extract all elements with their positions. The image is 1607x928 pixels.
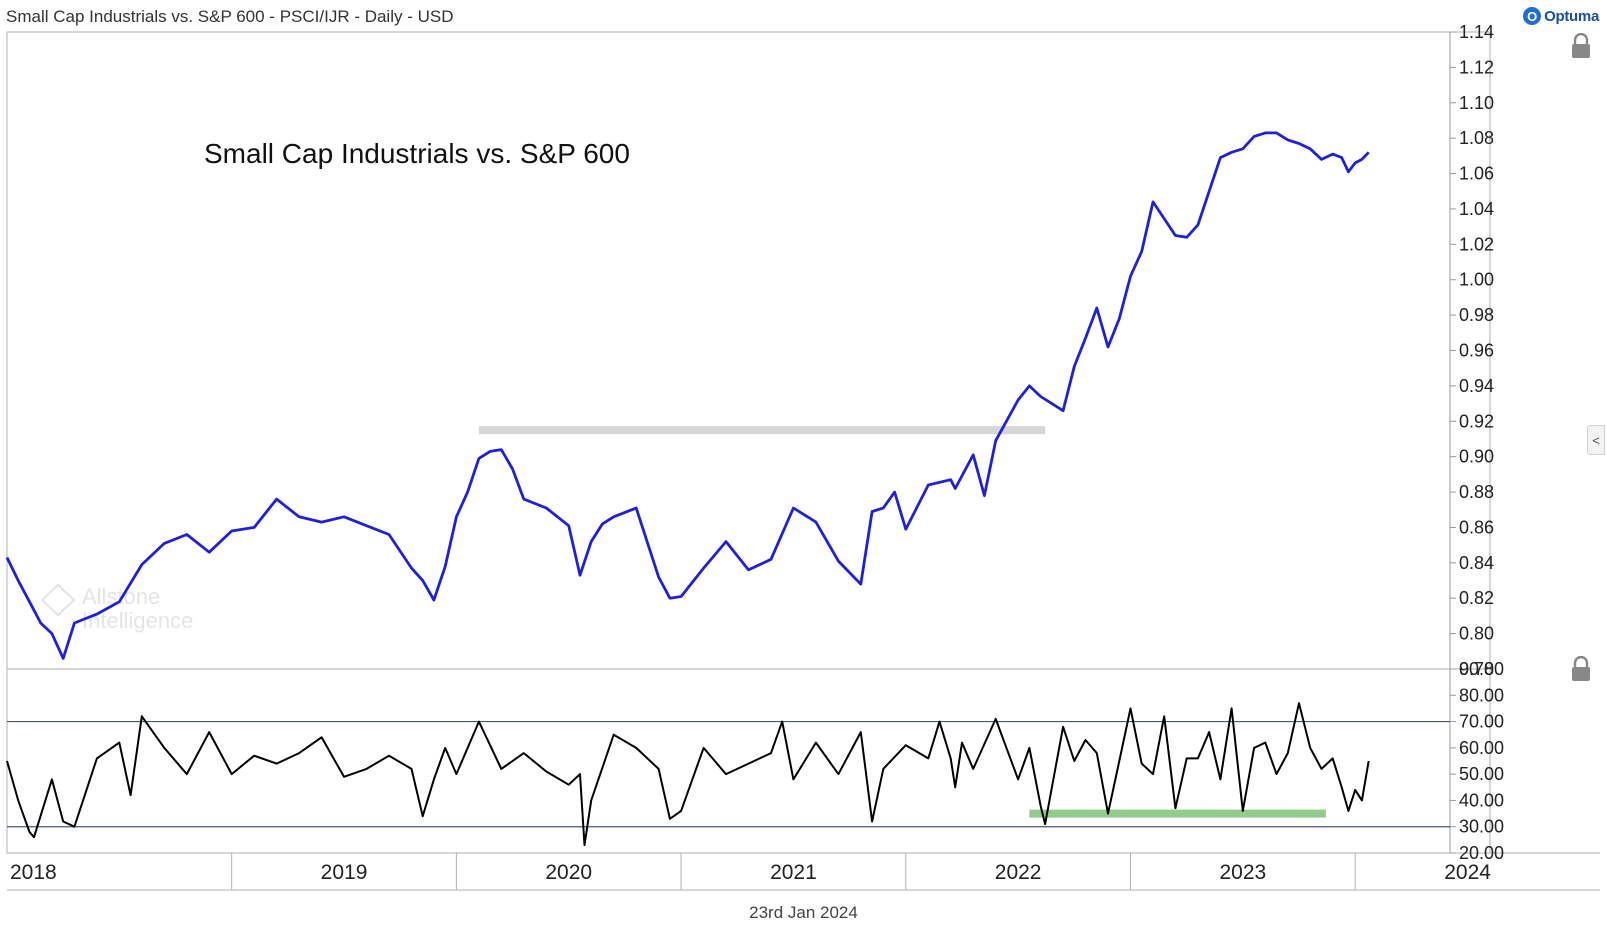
- annotation-bands: [478, 426, 1326, 818]
- year-label: 2020: [545, 861, 592, 884]
- indicator-tick-label: 70.00: [1459, 712, 1504, 732]
- optuma-logo-icon: O: [1523, 7, 1542, 25]
- year-label: 2018: [10, 861, 57, 884]
- price-tick-label: 0.96: [1459, 341, 1494, 361]
- price-y-axis: 0.78 0.80 0.82 0.84 0.86 0.88 0.90 0.92 0.94 0.96…: [1449, 22, 1494, 679]
- price-tick-label: 1.00: [1459, 270, 1494, 290]
- price-tick-label: 0.80: [1459, 624, 1494, 644]
- price-series-line: [5, 131, 1370, 660]
- time-axis: 2018 2019 2020 2021 2022 2023 2024: [10, 853, 1491, 890]
- lock-icon: [1572, 32, 1590, 58]
- price-tick-label: 0.82: [1459, 588, 1494, 608]
- chart-title: Small Cap Industrials vs. S&P 600 - PSCI…: [6, 7, 454, 26]
- year-label: 2019: [321, 861, 368, 884]
- indicator-tick-label: 90.00: [1459, 659, 1504, 679]
- price-tick-label: 1.10: [1459, 93, 1494, 113]
- price-tick-label: 1.14: [1459, 22, 1494, 42]
- indicator-tick-label: 30.00: [1459, 817, 1504, 837]
- price-tick-label: 1.08: [1459, 128, 1494, 148]
- price-tick-label: 1.12: [1459, 57, 1494, 77]
- price-panel-lock-button[interactable]: [1569, 32, 1593, 59]
- watermark-logo-icon: [40, 583, 76, 617]
- price-panel-frame: [6, 31, 1491, 670]
- indicator-tick-label: 40.00: [1459, 790, 1504, 810]
- price-tick-label: 0.98: [1459, 305, 1494, 325]
- year-label: 2023: [1219, 861, 1266, 884]
- price-tick-label: 0.84: [1459, 553, 1494, 573]
- indicator-tick-label: 80.00: [1459, 685, 1504, 705]
- indicator-y-axis: 20.00 30.00 40.00 50.00 60.00 70.00 80.00 90.00: [1449, 659, 1504, 863]
- year-label: 2021: [770, 861, 817, 884]
- indicator-reference-lines: [7, 720, 1450, 828]
- collapse-panel-button[interactable]: <: [1587, 425, 1605, 455]
- indicator-tick-label: 50.00: [1459, 764, 1504, 784]
- indicator-panel-frame: [6, 668, 1491, 854]
- year-label: 2022: [995, 861, 1042, 884]
- chart-annotation-title: Small Cap Industrials vs. S&P 600: [204, 138, 630, 169]
- price-tick-label: 0.86: [1459, 517, 1494, 537]
- watermark: Allstone Intelligence: [40, 583, 193, 633]
- brand-logo: O Optuma: [1523, 4, 1599, 28]
- price-tick-label: 0.88: [1459, 482, 1494, 502]
- brand-name: Optuma: [1544, 7, 1599, 25]
- lock-icon: [1572, 655, 1590, 681]
- price-tick-label: 0.90: [1459, 447, 1494, 467]
- indicator-tick-label: 60.00: [1459, 738, 1504, 758]
- year-label: 2024: [1444, 861, 1491, 884]
- indicator-tick-label: 20.00: [1459, 843, 1504, 863]
- indicator-series-line: [6, 702, 1370, 847]
- chevron-left-icon: <: [1592, 432, 1600, 448]
- indicator-panel-lock-button[interactable]: [1569, 655, 1593, 682]
- price-tick-label: 1.06: [1459, 164, 1494, 184]
- price-tick-label: 0.94: [1459, 376, 1494, 396]
- price-tick-label: 1.02: [1459, 234, 1494, 254]
- price-tick-label: 0.78: [1459, 659, 1494, 679]
- price-tick-label: 1.04: [1459, 199, 1494, 219]
- chart-date: 23rd Jan 2024: [749, 903, 858, 922]
- series-lines: [5, 131, 1370, 847]
- price-tick-label: 0.92: [1459, 411, 1494, 431]
